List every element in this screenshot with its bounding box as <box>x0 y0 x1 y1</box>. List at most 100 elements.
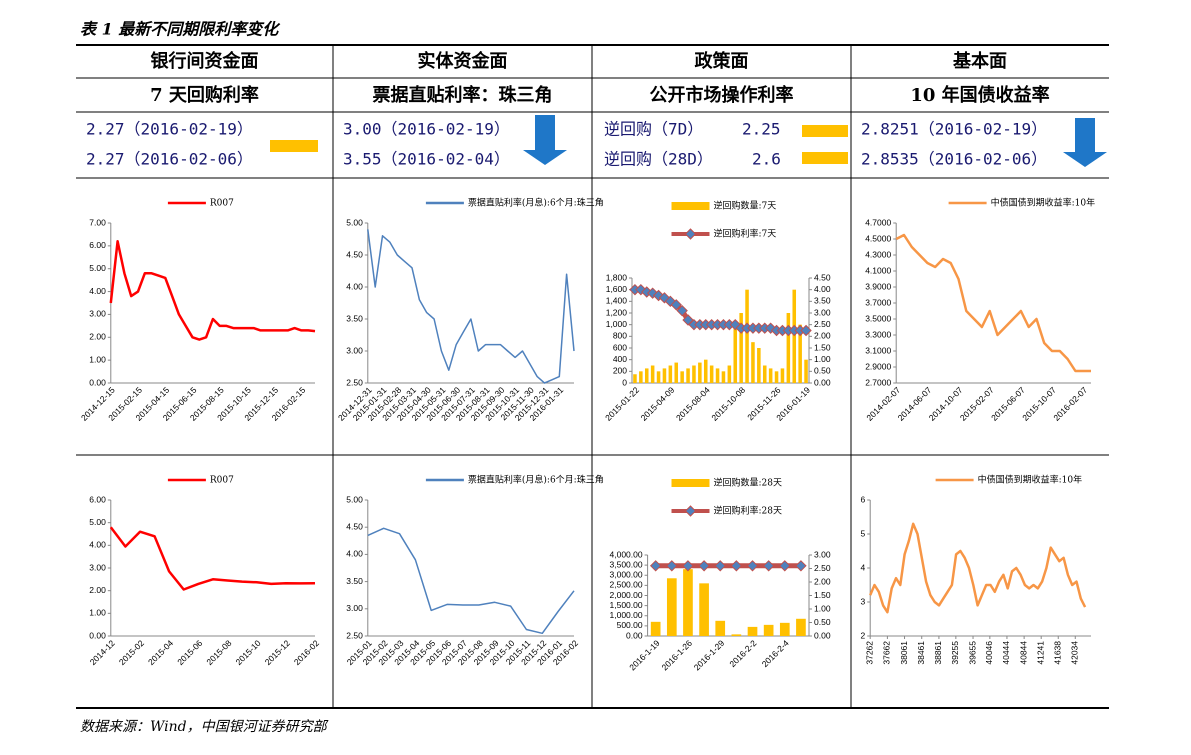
source-note: 数据来源：Wind，中国银河证券研究部 <box>80 719 329 735</box>
y-tick-label: 3,500.00 <box>610 559 643 569</box>
row-value: 2.6 <box>752 150 781 169</box>
y-tick-label: 3.3000 <box>865 329 891 339</box>
column-header: 银行间资金面 <box>151 50 259 72</box>
marker <box>730 560 743 572</box>
legend-marker <box>684 505 697 517</box>
y-tick-label: 1,200 <box>606 307 628 317</box>
y-tick-label: 2,000.00 <box>610 590 643 600</box>
row-value: 2.25 <box>742 120 781 139</box>
marker <box>682 560 694 572</box>
marker <box>764 322 777 334</box>
marker <box>779 560 791 572</box>
bar <box>674 362 679 383</box>
x-tick-label: 40046 <box>984 641 994 665</box>
y-tick-label: 3 <box>860 596 865 606</box>
x-tick-label: 41241 <box>1035 641 1045 665</box>
bar <box>727 365 732 383</box>
x-tick-label: 2015-12 <box>263 638 292 667</box>
y-tick-label: 1.00 <box>89 354 106 364</box>
y-tick-label: 6 <box>860 494 865 504</box>
bar <box>633 374 637 383</box>
y2-tick-label: 0.00 <box>814 630 831 640</box>
y2-tick-label: 3.00 <box>814 549 831 559</box>
legend-label: 中债国债到期收益率:10年 <box>978 474 1083 486</box>
y-tick-label: 2.00 <box>89 585 106 595</box>
y-tick-label: 2.7000 <box>865 377 891 387</box>
y-tick-label: 0.00 <box>89 377 106 387</box>
marker <box>746 560 759 572</box>
y-tick-label: 4 <box>860 562 865 572</box>
legend-label: 逆回购数量:7天 <box>714 200 777 212</box>
chart: 0.00500.001,000.001,500.002,000.002,500.… <box>610 477 831 673</box>
column-subheader: 票据直贴利率：珠三角 <box>373 84 553 106</box>
bar <box>699 583 709 636</box>
y-tick-label: 7.00 <box>89 217 106 227</box>
x-tick-label: 2015-02 <box>117 638 146 667</box>
y-tick-label: 5.00 <box>346 494 363 504</box>
x-tick-label: 2016-2-2 <box>727 638 758 669</box>
y-tick-label: 4.50 <box>346 521 363 531</box>
x-tick-label: 39255 <box>950 641 960 665</box>
row-text: 2.27（2016-02-19） <box>86 120 253 139</box>
column-subheader: 公开市场操作利率 <box>650 84 794 106</box>
bar <box>739 313 743 383</box>
column-header: 基本面 <box>952 50 1007 72</box>
column-subheader: 10 年国债收益率 <box>910 84 1049 106</box>
x-tick-label: 40844 <box>1018 641 1028 665</box>
legend-label: R007 <box>210 476 234 486</box>
marker <box>635 283 647 296</box>
y-tick-label: 5.00 <box>89 517 106 527</box>
legend-label: 中债国债到期收益率:10年 <box>991 197 1096 209</box>
chart: 2.7000 2.9000 3.1000 3.3000 3.5000 3.7000 3.90… <box>864 197 1095 423</box>
line <box>895 233 1091 373</box>
bar <box>762 365 767 383</box>
bar <box>796 618 806 636</box>
legend-label: 票据直贴利率(月息):6个月:珠三角 <box>468 474 604 486</box>
row-text: 2.8535（2016-02-06） <box>861 150 1047 169</box>
y-tick-label: 3.5000 <box>865 313 891 323</box>
marker <box>795 560 807 572</box>
line <box>109 240 316 341</box>
bar <box>804 359 808 383</box>
bar <box>698 362 702 383</box>
bar <box>715 368 720 383</box>
y-tick-label: 4.00 <box>89 540 106 550</box>
y-tick-label: 1,500.00 <box>610 600 643 610</box>
bar <box>751 342 755 383</box>
y-tick-label: 3.50 <box>346 576 363 586</box>
y2-tick-label: 4.50 <box>814 272 831 282</box>
y2-tick-label: 2.00 <box>814 331 831 341</box>
bar <box>774 371 779 383</box>
y-tick-label: 4.7000 <box>865 217 891 227</box>
chart: 2 3 4 5 6 37262 37662 38061 38461 38861 39255 39655… <box>860 474 1091 665</box>
bar <box>683 569 693 636</box>
marker <box>676 304 688 317</box>
bar <box>692 365 696 383</box>
y-tick-label: 3.00 <box>346 345 363 355</box>
down-arrow <box>523 115 567 165</box>
bar <box>731 634 742 636</box>
bar <box>639 371 643 383</box>
bar <box>733 324 738 383</box>
y2-tick-label: 1.50 <box>814 342 831 352</box>
x-tick-label: 2015-08 <box>204 638 233 667</box>
bar <box>709 365 714 383</box>
y2-tick-label: 1.00 <box>814 603 831 613</box>
x-tick-label: 2015-08-04 <box>674 385 712 423</box>
bar <box>662 368 667 383</box>
x-tick-label: 41638 <box>1053 641 1063 665</box>
row-label: 逆回购（7D） <box>604 120 703 139</box>
y-tick-label: 6.00 <box>89 240 106 250</box>
marker <box>666 560 678 572</box>
y-tick-label: 4.5000 <box>865 233 891 243</box>
bar <box>747 626 758 636</box>
down-arrow <box>1063 118 1107 167</box>
bar <box>686 368 690 383</box>
y-tick-label: 2.50 <box>346 377 363 387</box>
x-tick-label: 2016-1-26 <box>659 638 694 673</box>
y2-tick-label: 1.50 <box>814 590 831 600</box>
legend-label: 逆回购数量:28天 <box>714 477 783 489</box>
y-tick-label: 1.00 <box>89 608 106 618</box>
x-tick-label: 40444 <box>1001 641 1011 665</box>
